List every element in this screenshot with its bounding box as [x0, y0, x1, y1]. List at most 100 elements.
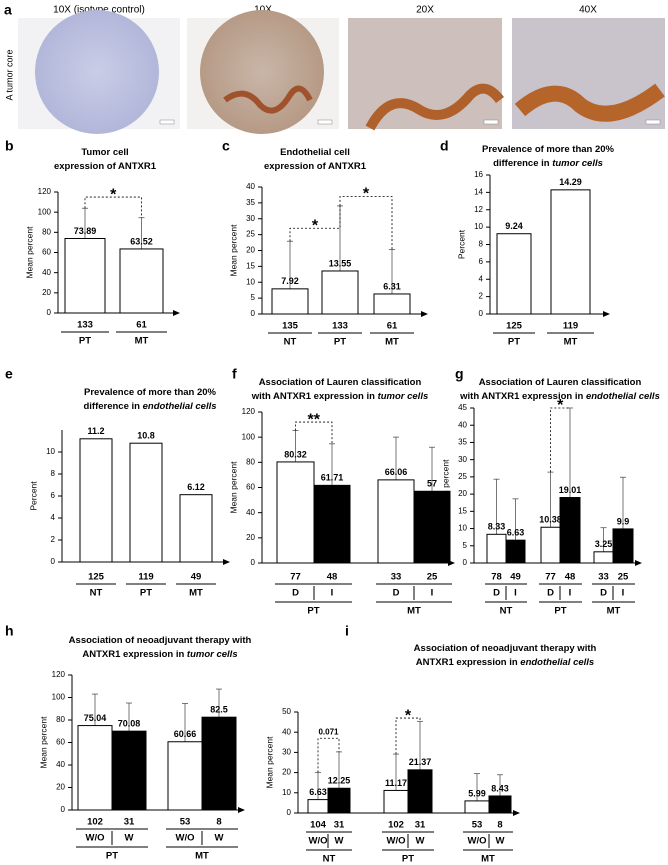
- y-tick-label: 4: [51, 513, 56, 522]
- significance-bracket: [317, 737, 340, 773]
- n-label: 104: [310, 820, 327, 831]
- micrograph: [512, 18, 665, 129]
- micrograph: [348, 18, 504, 131]
- x-axis-arrow: [173, 310, 180, 316]
- bar: [550, 189, 591, 315]
- x-tick-label: I: [514, 588, 517, 599]
- x-tick-label: W/O: [309, 836, 328, 847]
- y-tick-label: 5: [463, 541, 468, 550]
- micrograph: [18, 10, 180, 134]
- significance-label: *: [363, 186, 370, 203]
- value-label: 70.08: [118, 719, 141, 729]
- value-label: 10.38: [539, 515, 562, 525]
- y-tick-label: 20: [282, 768, 291, 777]
- panel-letter: a: [4, 2, 12, 18]
- n-label: 125: [506, 321, 523, 332]
- y-tick-label: 120: [52, 670, 66, 679]
- y-tick-label: 25: [246, 230, 255, 239]
- title-text: Association of neoadjuvant therapy with: [69, 635, 252, 646]
- bar: [505, 539, 526, 564]
- y-tick-label: 30: [246, 214, 255, 223]
- y-tick-label: 30: [458, 455, 467, 464]
- title-text: Association of neoadjuvant therapy with: [414, 643, 597, 654]
- x-tick-label: D: [493, 588, 500, 599]
- n-label: 8: [216, 817, 221, 828]
- bar: [488, 795, 512, 814]
- bar: [79, 438, 113, 563]
- y-tick-label: 12: [474, 205, 483, 214]
- significance-bracket: [339, 196, 393, 250]
- bar: [413, 490, 451, 564]
- n-label: 61: [136, 320, 147, 331]
- y-axis-label: Mean percent: [38, 716, 48, 769]
- n-label: 48: [327, 572, 338, 583]
- value-label: 12.25: [328, 776, 351, 786]
- title-text: Endothelial cell: [280, 147, 350, 158]
- chart-title: Association of Lauren classification: [479, 377, 642, 388]
- value-label: 11.2: [87, 426, 104, 436]
- y-tick-label: 20: [458, 489, 467, 498]
- significance-bracket: [289, 205, 341, 242]
- n-label: 8: [497, 820, 502, 831]
- x-tick-label: I: [331, 588, 334, 599]
- n-label: 133: [332, 321, 348, 332]
- y-axis-label: Mean percent: [440, 459, 450, 512]
- x-tick-label: PT: [334, 337, 346, 348]
- y-tick-label: 0: [61, 805, 66, 814]
- value-label: 11.17: [385, 778, 407, 788]
- bar: [327, 787, 351, 814]
- value-label: 3.25: [595, 539, 613, 549]
- bar: [64, 237, 106, 314]
- value-label: 60.66: [174, 729, 197, 739]
- panel-letter: e: [5, 366, 13, 382]
- y-tick-label: 40: [458, 420, 467, 429]
- x-tick-label: MT: [564, 337, 578, 348]
- y-tick-label: 10: [474, 222, 483, 231]
- n-label: 119: [563, 321, 578, 332]
- panel-letter: b: [5, 138, 14, 154]
- value-label: 8.33: [488, 522, 506, 532]
- significance-label: *: [110, 186, 117, 203]
- value-label: 57: [427, 479, 437, 489]
- title-text: ANTXR1 expression in: [82, 649, 184, 660]
- chart-title: Tumor cell: [81, 147, 128, 158]
- title-text: ANTXR1 expression in: [416, 657, 518, 668]
- y-tick-label: 10: [46, 447, 55, 456]
- y-axis-label: Mean percent: [228, 224, 238, 277]
- title-italic: endothelial cells: [520, 657, 594, 668]
- significance-bracket: [84, 196, 142, 218]
- n-label: 31: [415, 820, 426, 831]
- bar: [167, 741, 203, 811]
- chart-title: expression of ANTXR1: [54, 161, 157, 172]
- value-label: 66.06: [385, 467, 408, 477]
- y-tick-label: 20: [246, 533, 255, 542]
- group-label: NT: [323, 854, 336, 865]
- x-tick-label: MT: [385, 337, 399, 348]
- y-tick-label: 0: [479, 309, 484, 318]
- panel-letter: i: [345, 623, 349, 639]
- x-tick-label: W: [215, 833, 224, 844]
- y-tick-label: 35: [458, 438, 467, 447]
- y-tick-label: 6: [479, 257, 484, 266]
- y-tick-label: 0: [251, 309, 256, 318]
- group-label: PT: [106, 851, 118, 862]
- title-italic: endothelial cells: [143, 401, 217, 412]
- panel-letter: d: [440, 138, 449, 154]
- y-tick-label: 120: [38, 187, 52, 196]
- significance-bracket: [295, 421, 333, 444]
- micrograph: [187, 10, 339, 134]
- value-label: 63.52: [130, 236, 153, 246]
- y-tick-label: 4: [479, 274, 484, 283]
- y-tick-label: 2: [51, 535, 56, 544]
- x-tick-label: W: [416, 836, 425, 847]
- bar: [540, 526, 561, 564]
- y-tick-label: 100: [52, 693, 66, 702]
- y-tick-label: 60: [42, 248, 51, 257]
- significance-bracket: [550, 407, 571, 473]
- n-label: 78: [491, 572, 502, 583]
- y-tick-label: 50: [282, 707, 291, 716]
- significance-label: *: [312, 217, 319, 234]
- chart-title: Prevalence of more than 20%: [482, 144, 615, 155]
- y-tick-label: 20: [42, 288, 51, 297]
- chart-title: expression of ANTXR1: [264, 161, 367, 172]
